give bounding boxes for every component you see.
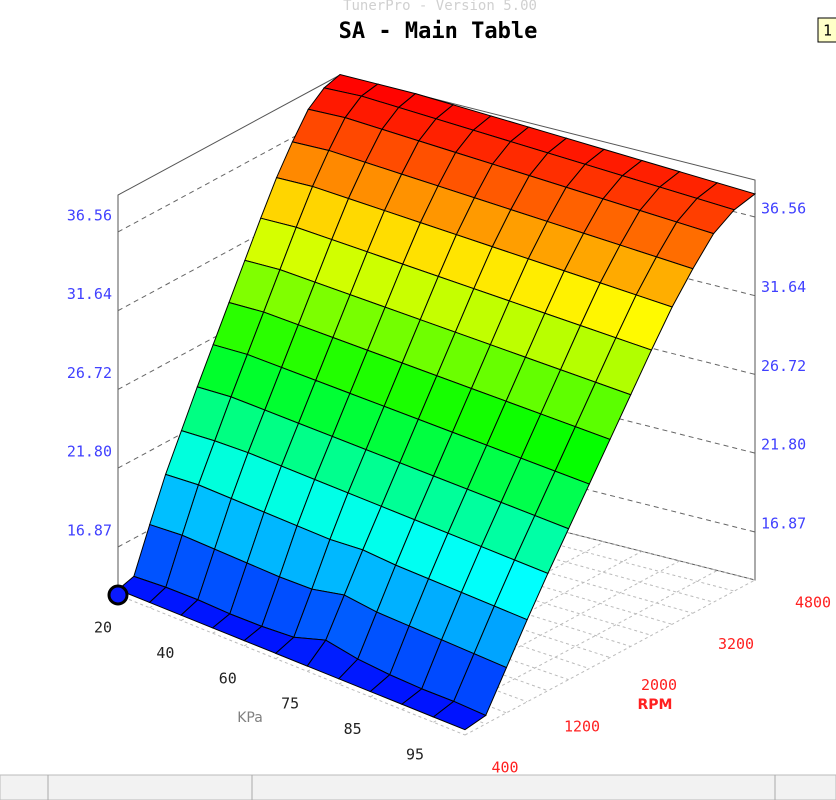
z-tick-label: 21.80	[761, 436, 806, 454]
x-tick-label: 75	[281, 695, 299, 713]
z-tick-label: 21.80	[67, 443, 112, 461]
z-tick-label: 31.64	[67, 285, 112, 303]
x-tick-label: 40	[156, 644, 174, 662]
floor-grid	[464, 579, 756, 736]
z-tick-label: 31.64	[761, 278, 806, 296]
z-tick-label: 26.72	[67, 364, 112, 382]
badge-box[interactable]	[817, 17, 836, 43]
z-tick-label: 36.56	[761, 199, 806, 217]
floor-grid	[308, 491, 714, 603]
x-tick-label: 60	[219, 669, 237, 687]
z-tick-label: 16.87	[67, 522, 112, 540]
floor-grid	[117, 594, 466, 736]
x-axis-label: KPa	[237, 710, 263, 726]
y-tick-label: 3200	[718, 635, 754, 653]
z-tick-label: 36.56	[67, 206, 112, 224]
surface-cell	[432, 700, 487, 731]
x-tick-label: 95	[406, 746, 424, 764]
y-tick-label: 2000	[641, 676, 677, 694]
floor-grid	[401, 560, 680, 710]
x-tick-label: 85	[344, 720, 362, 738]
z-tick-label: 26.72	[761, 357, 806, 375]
status-bar	[0, 774, 836, 800]
chart-title: SA - Main Table	[339, 19, 538, 44]
y-axis-label: RPM	[638, 697, 673, 713]
y-tick-label: 1200	[564, 717, 600, 735]
z-tick-label: 16.87	[761, 515, 806, 533]
floor-grid	[339, 474, 756, 581]
app-title: TunerPro - Version 5.00	[343, 0, 537, 14]
y-tick-label: 400	[491, 759, 518, 777]
badge[interactable]: 1	[823, 22, 832, 40]
cursor[interactable]	[107, 584, 129, 606]
y-tick-label: 4800	[795, 594, 831, 612]
plot: 16.87 16.87 21.80 21.80 26.72 26.72 31.64 31.64…	[67, 73, 831, 777]
x-tick-label: 20	[94, 619, 112, 637]
